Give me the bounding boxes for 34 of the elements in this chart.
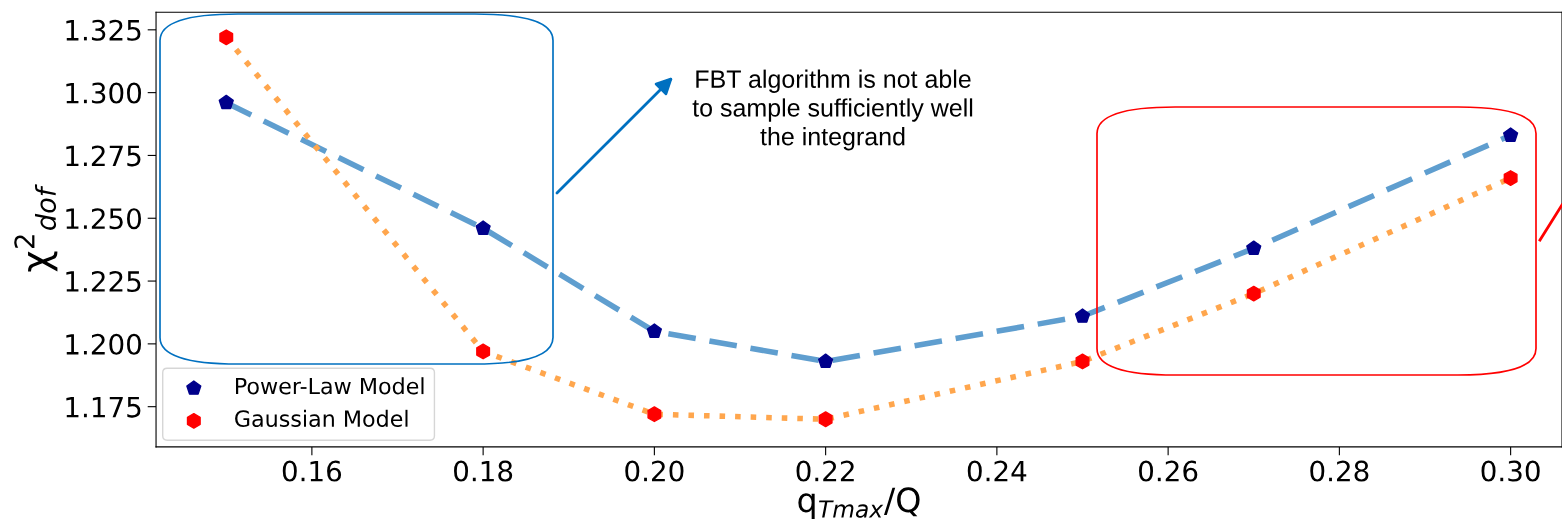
- point: [475, 220, 491, 235]
- x-tick-label: 0.28: [1310, 460, 1369, 482]
- point: [1075, 353, 1090, 370]
- y-tick-label: 1.250: [66, 208, 141, 230]
- legend-label: Gaussian Model: [235, 409, 408, 428]
- x-tick-label: 0.24: [967, 460, 1027, 482]
- x-tick-label: 0.30: [1481, 460, 1540, 482]
- point: [818, 411, 833, 428]
- point: [646, 323, 663, 338]
- point: [1503, 170, 1518, 187]
- x-axis-title: q$_{Tmax}$/Q: [798, 487, 920, 519]
- legend-label: Power-Law Model: [236, 377, 424, 395]
- y-tick-label: 1.225: [66, 271, 141, 293]
- y-tick-label: 1.175: [66, 396, 141, 418]
- y-axis-title: χ$^{2}$$_{dof}$: [14, 184, 58, 272]
- annotation: FBT algorithm is not able to sample sufficiently well the integrand: [692, 69, 973, 151]
- x-tick-label: 0.16: [282, 460, 342, 482]
- point: [476, 343, 491, 360]
- point: [1246, 285, 1261, 302]
- y-tick-label: 1.275: [66, 145, 141, 167]
- x-tick-label: 0.22: [796, 460, 854, 482]
- x-tick-label: 0.20: [625, 460, 684, 482]
- y-tick-label: 1.200: [66, 333, 141, 355]
- y-tick-label: 1.300: [66, 82, 141, 104]
- y-tick-label: 1.325: [66, 19, 141, 41]
- point: [219, 29, 234, 46]
- point: [1246, 240, 1262, 255]
- point: [1503, 127, 1519, 142]
- point: [1074, 308, 1091, 323]
- point: [647, 406, 662, 423]
- x-tick-label: 0.26: [1139, 460, 1198, 482]
- x-tick-label: 0.18: [454, 460, 513, 482]
- point: [218, 94, 234, 110]
- point: [818, 353, 834, 369]
